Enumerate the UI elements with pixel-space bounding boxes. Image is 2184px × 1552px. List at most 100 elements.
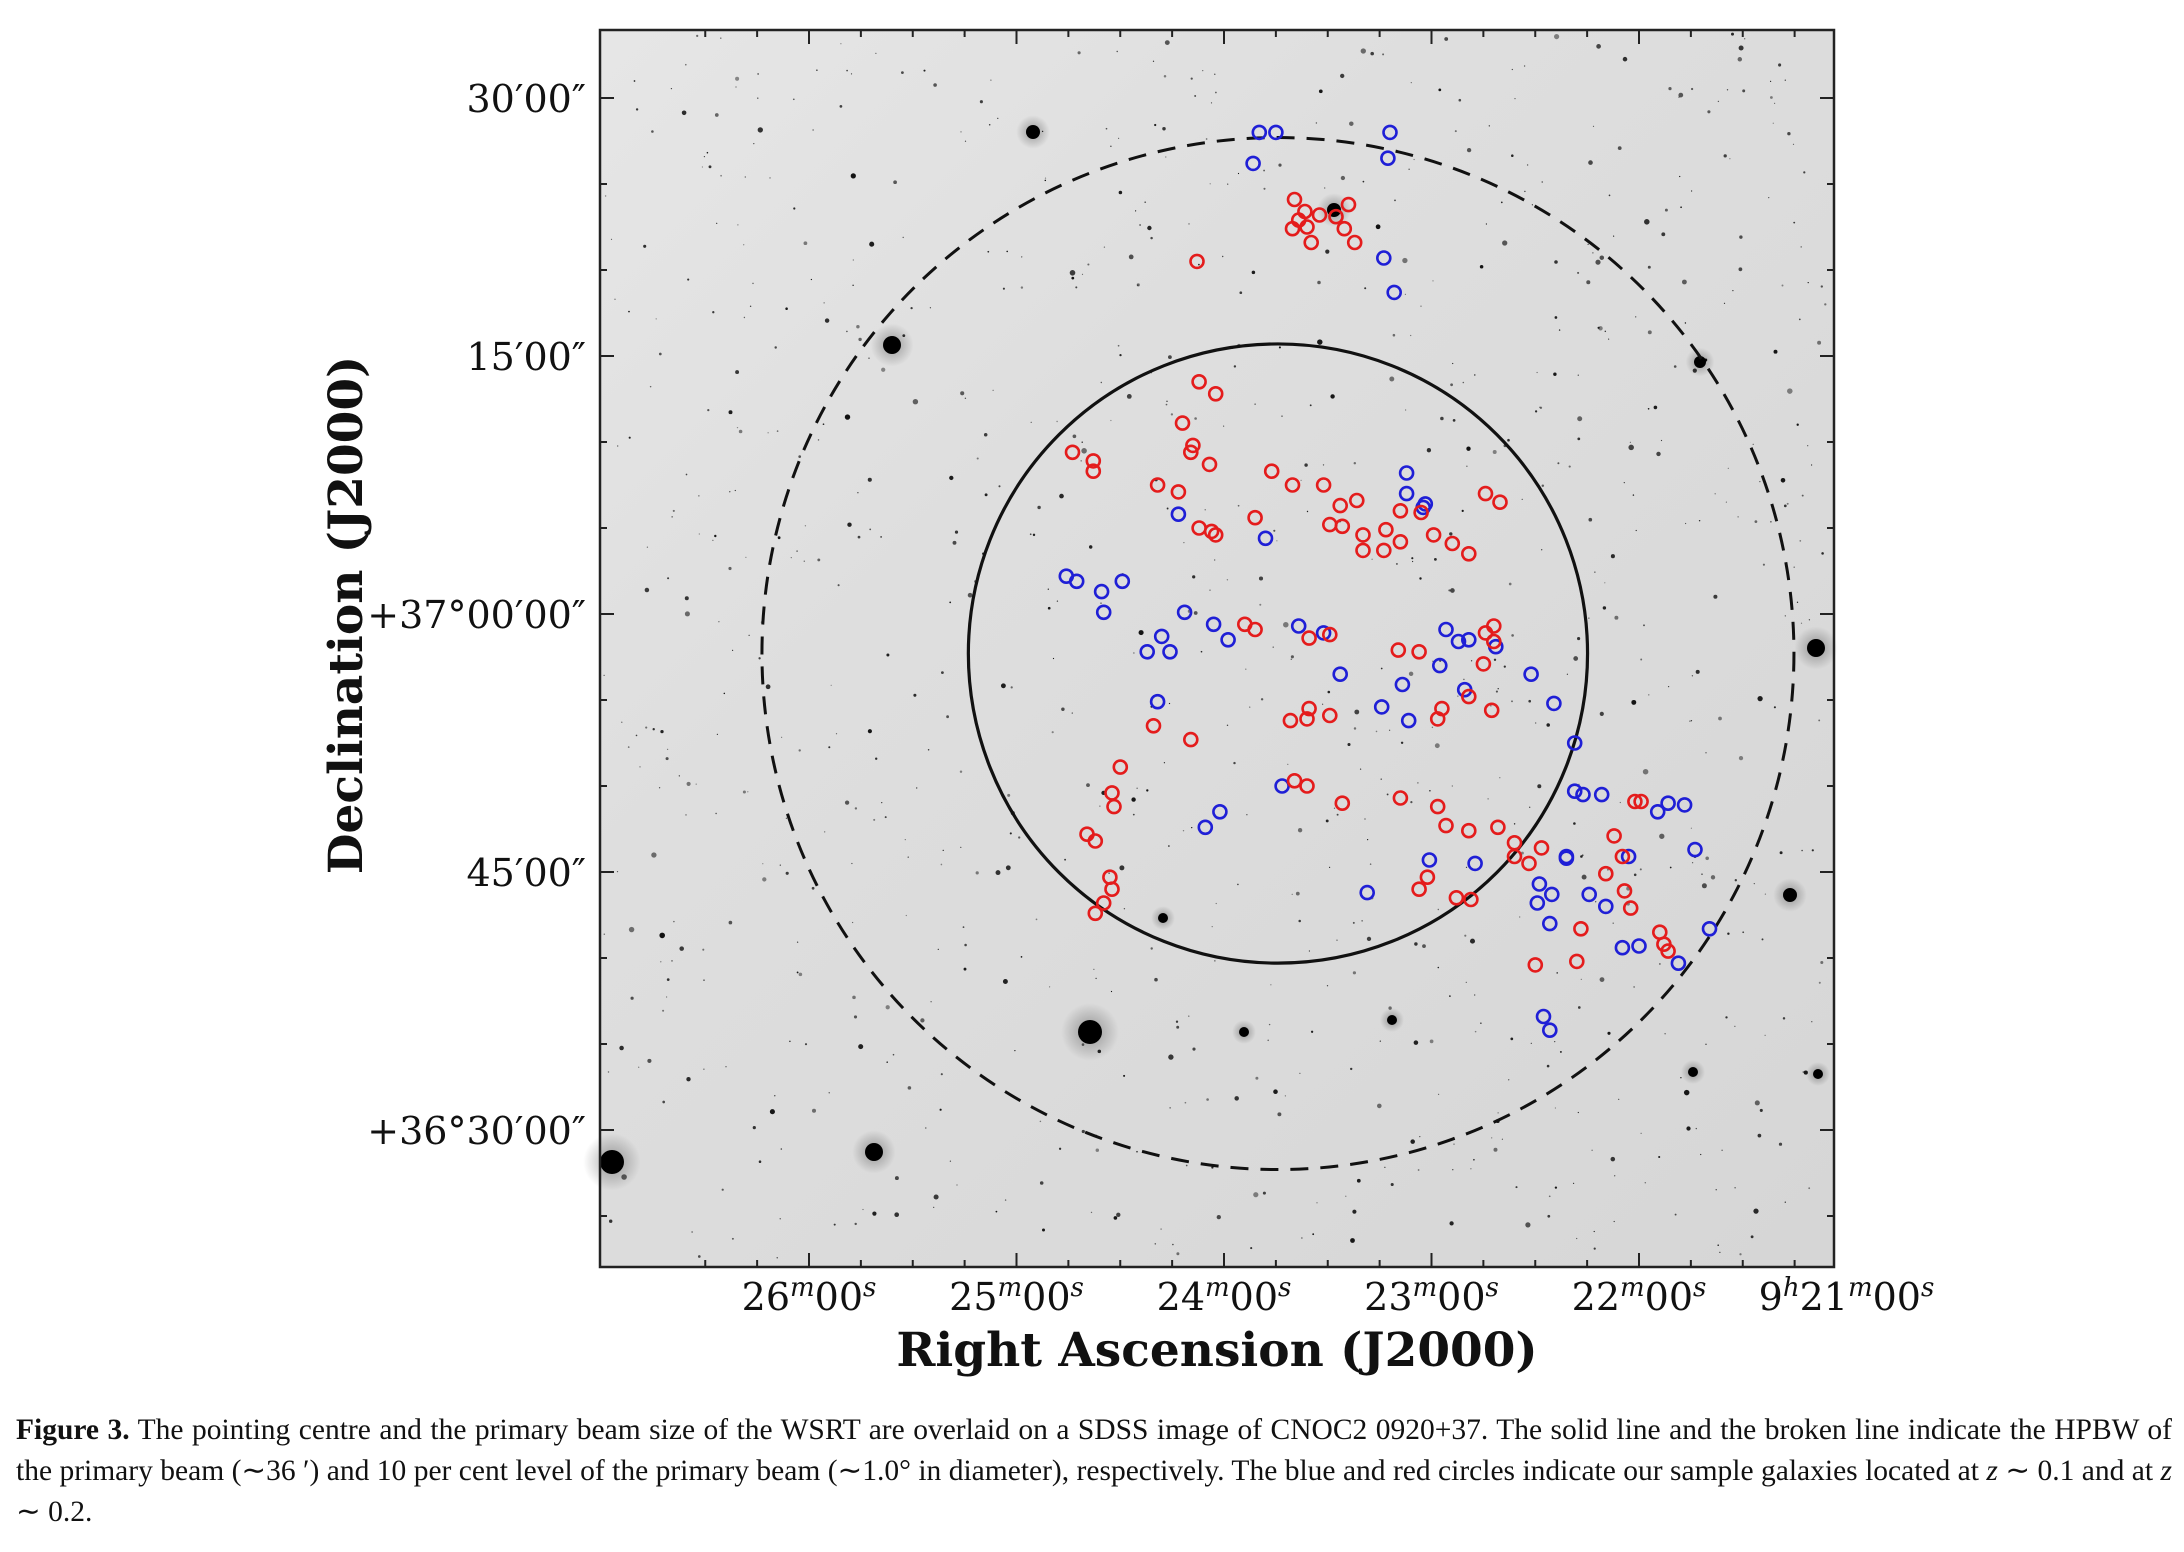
star [1297,828,1303,833]
star [1237,504,1240,507]
star [1061,707,1065,712]
star [975,871,979,875]
star [1753,1208,1759,1214]
star [1088,545,1093,549]
star [1329,866,1331,869]
red-galaxy-marker [1301,630,1317,646]
star [1047,606,1051,610]
red-galaxy-marker [1085,463,1102,480]
ra-tick-label-part: m [1620,1273,1645,1303]
star [762,877,767,882]
figure-caption: Figure 3. The pointing centre and the pr… [16,1410,2172,1533]
blue-galaxy-marker [1676,797,1693,813]
red-galaxy-marker [1301,700,1317,717]
star [1255,1076,1259,1080]
star [1632,494,1635,496]
star [696,34,699,38]
star [1719,1251,1721,1253]
star [735,76,740,81]
star [960,131,962,133]
star [1470,660,1473,662]
star [1202,69,1204,72]
star [1668,87,1672,91]
star [1731,32,1734,36]
star [1259,603,1262,606]
star [1633,873,1637,877]
red-galaxy-marker [1185,437,1201,454]
star [1234,1096,1239,1101]
star [1618,1098,1620,1101]
star [853,1015,858,1019]
star [1519,916,1521,918]
sdss-image [600,30,1834,1267]
star [1118,137,1120,139]
star [1808,619,1811,621]
blue-galaxy-marker [1197,819,1214,836]
red-galaxy-marker [1392,502,1409,519]
star [1593,1230,1595,1233]
star [1729,158,1731,160]
star [1808,1187,1811,1190]
star [964,397,967,399]
star [1419,1135,1421,1138]
star [1175,1020,1179,1023]
star [1529,806,1531,808]
star [1444,37,1449,41]
star [1762,563,1765,566]
star [1690,827,1692,829]
star [1466,465,1468,467]
star [1613,235,1615,237]
caption-label: Figure 3. [16,1414,130,1446]
star [1154,1243,1157,1245]
blue-galaxy-marker [1544,886,1560,903]
star [673,920,675,923]
star [1312,1233,1315,1236]
star [872,1211,877,1216]
bright-star [1078,1020,1102,1044]
star [1139,224,1142,226]
star [1214,559,1216,561]
star [1554,316,1558,319]
star [1064,858,1067,861]
star [1080,460,1082,462]
blue-galaxy-marker [1614,939,1631,956]
star [1371,558,1373,560]
red-galaxies-series [1064,191,1676,973]
star [1006,250,1009,253]
star [1700,1153,1702,1156]
ra-tick-label-part: s [1071,1273,1084,1303]
star [1644,219,1650,225]
ra-tick-label-part: m [1413,1273,1438,1303]
star [1270,984,1272,986]
star [1689,720,1691,722]
star [645,726,648,729]
ra-tick-label: 9h21m00s [1759,1273,1935,1319]
star [1577,437,1581,441]
star [1291,893,1293,895]
star [998,485,1001,488]
red-galaxy-marker [1336,220,1353,237]
star [1485,223,1487,225]
star [1352,1209,1357,1214]
blue-galaxy-marker [1373,699,1390,715]
star [1095,1148,1100,1152]
star [1786,502,1789,505]
star [1513,823,1516,825]
star [1194,417,1197,420]
star [1588,160,1593,165]
star [1499,777,1501,779]
star [962,926,965,928]
star [712,311,715,314]
star [1820,960,1824,965]
star [1818,719,1821,722]
star [647,1058,652,1063]
star [1528,699,1532,703]
star [628,310,630,313]
star [1326,985,1329,987]
star [1592,125,1595,128]
star [1723,302,1726,304]
red-galaxy-marker [1486,618,1502,634]
star [1417,1169,1420,1171]
ra-tick-label-part: 25 [949,1275,997,1319]
star [881,367,886,372]
